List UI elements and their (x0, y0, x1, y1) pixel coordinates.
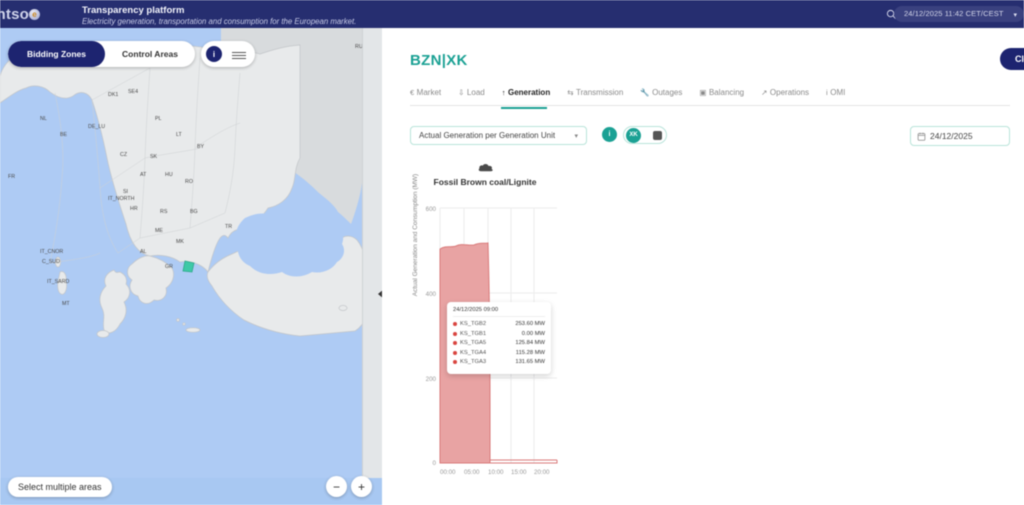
svg-text:00:00: 00:00 (440, 469, 456, 476)
svg-text:05:00: 05:00 (464, 469, 480, 476)
svg-text:200: 200 (426, 376, 437, 383)
svg-text:0: 0 (433, 460, 437, 467)
svg-text:15:00: 15:00 (511, 469, 527, 476)
svg-text:20:00: 20:00 (534, 469, 550, 476)
svg-text:400: 400 (426, 291, 437, 298)
svg-text:600: 600 (426, 206, 437, 213)
svg-text:10:00: 10:00 (488, 469, 504, 476)
